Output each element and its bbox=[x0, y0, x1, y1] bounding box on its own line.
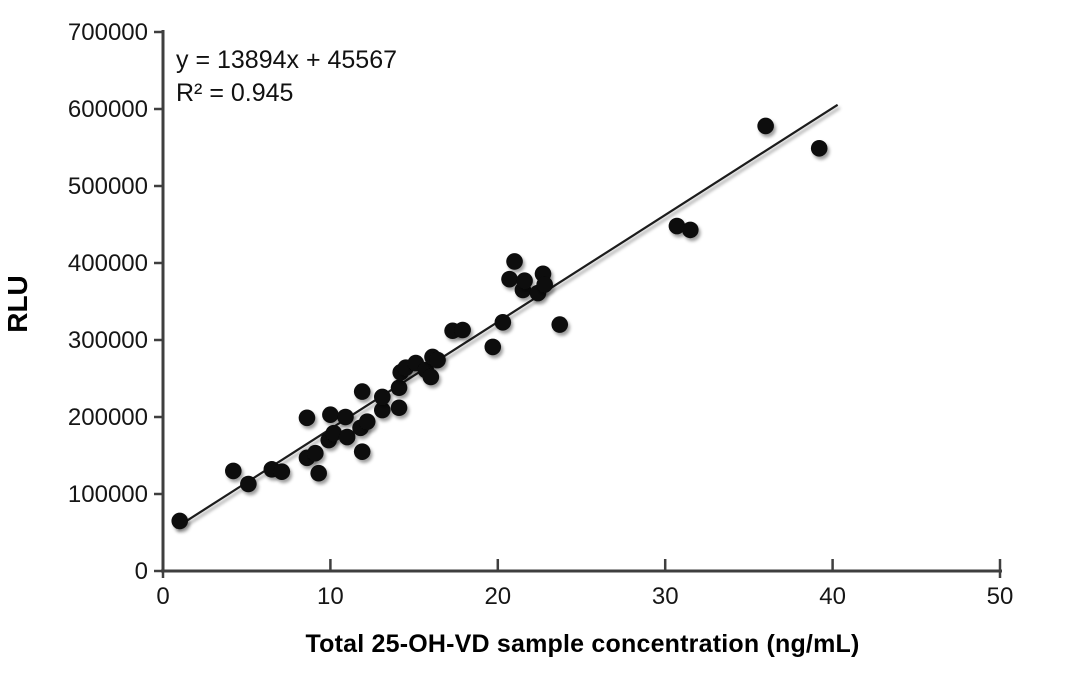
x-tick-label: 30 bbox=[652, 583, 679, 610]
data-point bbox=[298, 409, 316, 427]
x-axis-title: Total 25-OH-VD sample concentration (ng/… bbox=[305, 630, 860, 658]
data-point bbox=[338, 428, 356, 446]
data-point bbox=[506, 253, 523, 270]
y-tick-label: 600000 bbox=[68, 96, 148, 123]
data-point bbox=[337, 408, 354, 426]
data-point bbox=[240, 475, 257, 493]
data-point bbox=[373, 401, 391, 419]
data-point bbox=[373, 388, 391, 406]
data-point bbox=[422, 368, 440, 386]
data-point bbox=[171, 512, 189, 530]
y-tick-label: 300000 bbox=[68, 327, 148, 354]
data-point bbox=[353, 383, 371, 400]
data-point bbox=[536, 276, 553, 293]
x-tick-label: 10 bbox=[317, 583, 344, 610]
y-axis-title: RLU bbox=[2, 275, 33, 333]
y-tick-label: 500000 bbox=[68, 173, 148, 200]
x-tick-label: 50 bbox=[987, 583, 1014, 610]
data-point bbox=[310, 464, 327, 482]
data-point bbox=[810, 139, 828, 157]
data-point bbox=[325, 424, 343, 442]
data-point bbox=[390, 399, 408, 417]
data-point bbox=[682, 221, 699, 239]
data-point bbox=[307, 444, 324, 462]
data-point bbox=[225, 462, 242, 480]
data-point bbox=[273, 463, 291, 480]
x-tick-label: 0 bbox=[156, 583, 169, 610]
data-point bbox=[454, 321, 471, 339]
data-point bbox=[501, 270, 518, 288]
y-tick-label: 200000 bbox=[68, 404, 148, 431]
data-point bbox=[353, 443, 371, 460]
y-tick-label: 0 bbox=[135, 558, 148, 585]
data-point bbox=[668, 217, 686, 235]
data-point bbox=[551, 316, 569, 333]
y-tick-label: 100000 bbox=[68, 481, 148, 508]
x-tick-label: 20 bbox=[484, 583, 511, 610]
data-point bbox=[484, 338, 502, 356]
data-point bbox=[390, 379, 408, 397]
y-tick-label: 400000 bbox=[68, 250, 148, 277]
y-tick-label: 700000 bbox=[68, 19, 148, 46]
data-point bbox=[516, 272, 533, 290]
data-point bbox=[358, 413, 376, 430]
data-point bbox=[494, 313, 512, 331]
data-point bbox=[429, 351, 446, 369]
x-tick-label: 40 bbox=[819, 583, 846, 610]
fit-equation-text: y = 13894x + 45567 bbox=[176, 46, 398, 74]
data-point bbox=[757, 117, 774, 135]
data-point bbox=[322, 406, 339, 423]
fit-annotation: y = 13894x + 45567 R² = 0.945 bbox=[176, 44, 397, 110]
r-squared-text: R² = 0.945 bbox=[176, 79, 294, 107]
